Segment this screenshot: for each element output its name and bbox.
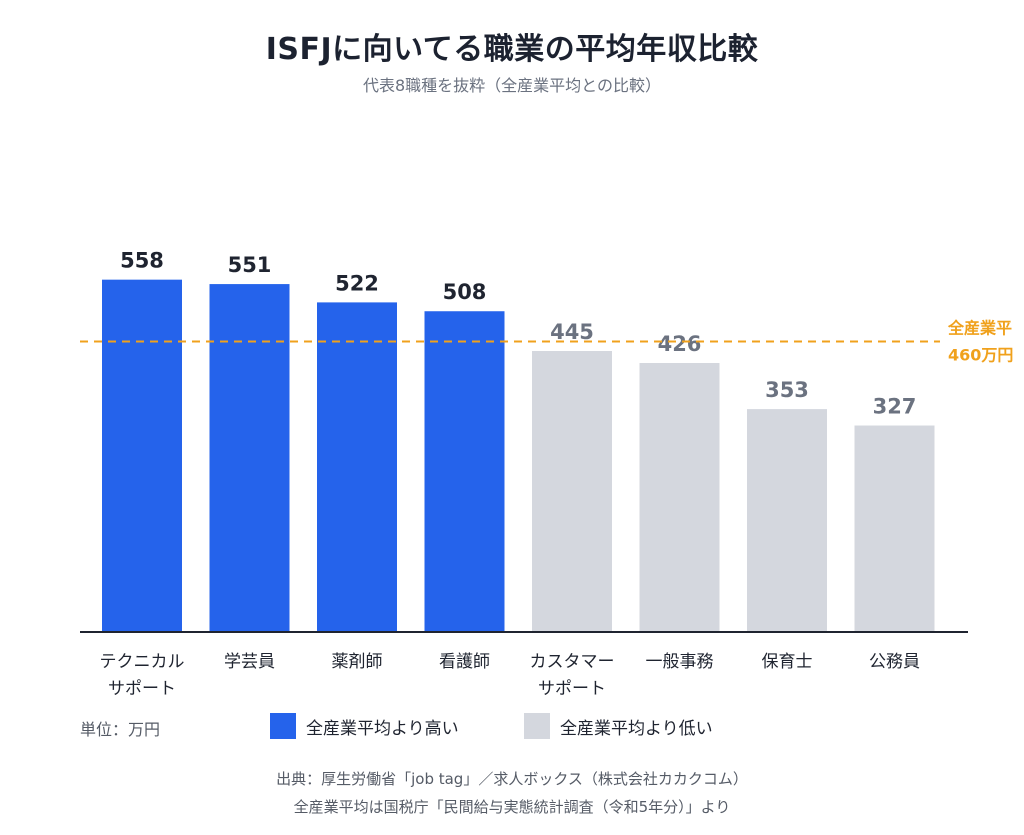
category-label: 公務員 [869,652,920,672]
category-label: 一般事務 [646,652,714,672]
reference-line-label: 全産業平 [947,319,1012,338]
average-source-note: 全産業平均は国税庁「民間給与実態統計調査（令和5年分）」より [293,798,731,816]
category-label: テクニカル [100,652,185,672]
bar [424,311,505,632]
bar [102,279,182,632]
data-label: 426 [658,332,702,356]
data-label: 445 [550,320,594,344]
legend-swatch-above [270,713,296,739]
category-label: カスタマー [530,652,615,672]
category-label: 薬剤師 [332,652,383,672]
bar [747,409,827,632]
bar [854,425,935,632]
legend-label-below: 全産業平均より低い [560,718,713,739]
bar [209,284,290,632]
bar [317,302,397,632]
category-label: 看護師 [439,652,490,672]
data-label: 353 [765,378,809,402]
source-note: 出典：厚生労働省「job tag」／求人ボックス（株式会社カカクコム） [276,770,748,788]
category-label: 保育士 [762,652,813,672]
legend-item-above: 全産業平均より高い [270,712,459,740]
chart-subtitle: 代表8職種を抜粋（全産業平均との比較） [362,76,662,95]
reference-line-label: 460万円 [948,346,1013,365]
category-label: サポート [108,679,176,699]
data-label: 327 [873,395,917,419]
legend-swatch-below [524,713,550,739]
bar [532,351,612,632]
data-label: 551 [228,253,272,277]
category-label: 学芸員 [224,652,275,672]
data-label: 508 [443,280,487,304]
legend-label-above: 全産業平均より高い [306,718,459,739]
data-label: 558 [120,249,164,273]
unit-label: 単位：万円 [80,720,161,739]
bar [639,363,720,632]
legend-item-below: 全産業平均より低い [524,712,713,740]
data-label: 522 [335,271,379,295]
chart-title: ISFJに向いてる職業の平均年収比較 [265,32,759,67]
category-label: サポート [538,679,606,699]
